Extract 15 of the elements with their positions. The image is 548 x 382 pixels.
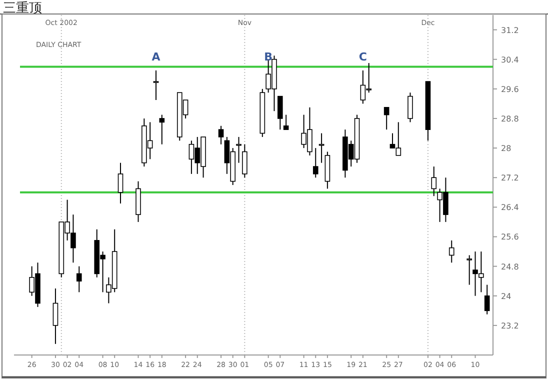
y-tick-label: 27.2 (501, 174, 519, 183)
y-tick-label: 28.8 (501, 114, 519, 124)
y-tick-label: 26.4 (501, 203, 519, 212)
y-tick-label: 24 (501, 292, 512, 301)
y-tick-label: 24.8 (501, 262, 519, 272)
annotation: C (358, 50, 367, 64)
y-tick-label: 23.2 (501, 321, 519, 330)
annotation: A (152, 50, 161, 64)
chart-title: 三重顶 (3, 1, 42, 16)
y-tick-label: 31.2 (501, 26, 519, 35)
y-tick-label: 29.6 (501, 84, 519, 94)
annotation: B (264, 50, 273, 64)
y-tick-label: 30.4 (501, 55, 519, 64)
y-tick-label: 25.6 (501, 232, 519, 242)
y-tick-label: 28 (501, 144, 512, 154)
